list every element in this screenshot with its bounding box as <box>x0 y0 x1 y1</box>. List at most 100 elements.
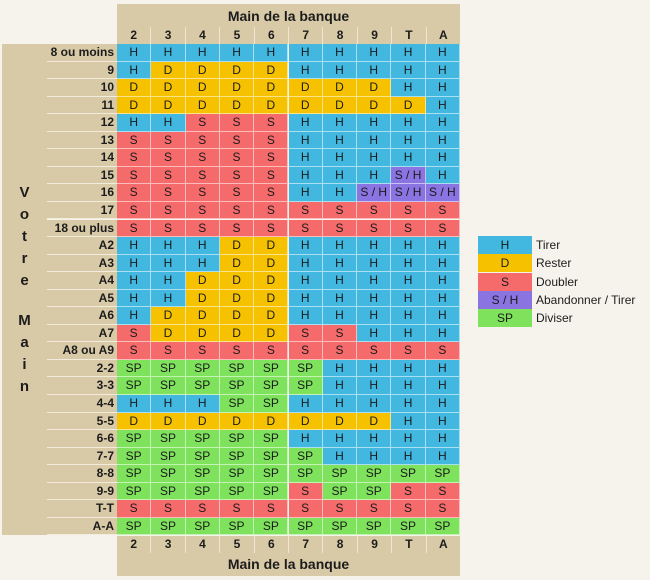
strategy-cell: H <box>288 237 323 255</box>
strategy-cell: D <box>185 61 220 80</box>
strategy-cell: H <box>288 114 323 132</box>
strategy-cell: SP <box>425 465 460 483</box>
dealer-card: 6 <box>255 27 290 44</box>
strategy-cell: S <box>185 500 220 518</box>
strategy-cell: SP <box>322 517 358 536</box>
strategy-cell: D <box>185 79 220 97</box>
strategy-cell: SP <box>254 465 289 483</box>
strategy-cell: S <box>219 114 255 132</box>
strategy-cell: S <box>219 184 255 202</box>
player-hand-label-cell: A-A <box>47 517 117 536</box>
strategy-cell: D <box>219 272 255 290</box>
strategy-cell: S <box>117 166 152 185</box>
strategy-cell: H <box>357 430 392 448</box>
strategy-cell: D <box>254 96 289 115</box>
strategy-cell: D <box>219 61 255 80</box>
strategy-cell: H <box>425 149 460 167</box>
strategy-cell: SP <box>151 465 186 483</box>
player-hand-label-cell: 6-6 <box>47 430 117 448</box>
strategy-cell: D <box>151 96 186 115</box>
strategy-cell: S <box>185 166 220 185</box>
strategy-cell: S <box>254 166 289 185</box>
player-hand-label-cell: 3-3 <box>47 377 117 395</box>
player-hand-label-cell: 10 <box>47 79 117 97</box>
strategy-cell: H <box>357 237 392 255</box>
strategy-cell: S <box>219 149 255 167</box>
dealer-card: 4 <box>186 536 221 553</box>
strategy-cell: H <box>357 131 392 150</box>
strategy-cell: H <box>322 166 358 185</box>
strategy-cell: D <box>254 272 289 290</box>
strategy-cell: D <box>185 272 220 290</box>
strategy-cell: D <box>219 307 255 325</box>
strategy-cell: H <box>357 254 392 273</box>
strategy-cell: SP <box>254 447 289 466</box>
strategy-cell: H <box>357 149 392 167</box>
strategy-cell: SP <box>151 482 186 501</box>
strategy-cell: H <box>425 377 460 395</box>
player-hand-label-cell: 8 ou moins <box>47 44 117 62</box>
strategy-cell: S <box>357 342 392 360</box>
side-label-letter: n <box>19 377 30 395</box>
strategy-cell: SP <box>357 465 392 483</box>
strategy-cell: SP <box>185 430 220 448</box>
strategy-cell: H <box>151 272 186 290</box>
player-hand-label-cell: T-T <box>47 500 117 518</box>
strategy-cell: D <box>185 96 220 115</box>
strategy-cell: H <box>288 44 323 62</box>
player-hand-label-cell: 11 <box>47 96 117 115</box>
strategy-cell: H <box>391 430 426 448</box>
strategy-cell: H <box>117 307 152 325</box>
dealer-card: 7 <box>289 27 324 44</box>
strategy-cell: D <box>219 289 255 308</box>
player-hand-label-cell: A5 <box>47 289 117 308</box>
strategy-cell: H <box>391 447 426 466</box>
strategy-cell: S <box>151 166 186 185</box>
strategy-cell: H <box>322 377 358 395</box>
strategy-cell: H <box>151 254 186 273</box>
strategy-cell: SP <box>322 465 358 483</box>
strategy-cell: S / H <box>425 184 460 202</box>
strategy-cell: S <box>322 219 358 238</box>
strategy-cell: S <box>254 149 289 167</box>
strategy-cell: H <box>391 289 426 308</box>
strategy-cell: D <box>219 96 255 115</box>
player-hand-label-cell: 13 <box>47 131 117 150</box>
side-label-letter: M <box>18 311 31 329</box>
strategy-cell: S <box>425 482 460 501</box>
strategy-cell: D <box>185 324 220 343</box>
strategy-cell: S <box>288 482 323 501</box>
strategy-cell: SP <box>117 377 152 395</box>
strategy-cell: H <box>425 96 460 115</box>
dealer-card: 5 <box>220 536 255 553</box>
strategy-cell: S <box>425 342 460 360</box>
strategy-cell: H <box>391 149 426 167</box>
player-hand-label-cell: 8-8 <box>47 465 117 483</box>
dealer-footer-title: Main de la banque <box>227 556 350 572</box>
dealer-card: 6 <box>255 536 290 553</box>
strategy-cell: H <box>288 131 323 150</box>
strategy-cell: D <box>322 412 358 431</box>
strategy-cell: S <box>288 324 323 343</box>
strategy-cell: D <box>254 79 289 97</box>
strategy-cell: S <box>391 219 426 238</box>
strategy-cell: SP <box>219 465 255 483</box>
strategy-cell: S <box>117 201 152 220</box>
dealer-card: T <box>392 27 427 44</box>
strategy-cell: H <box>425 44 460 62</box>
strategy-cell: S <box>254 201 289 220</box>
side-label-letter: V <box>19 183 30 201</box>
strategy-cell: SP <box>219 517 255 536</box>
strategy-cell: H <box>425 254 460 273</box>
strategy-cell: S <box>151 131 186 150</box>
strategy-cell: S <box>219 219 255 238</box>
side-label-letter: t <box>22 227 27 245</box>
strategy-cell: H <box>425 447 460 466</box>
strategy-cell: D <box>219 412 255 431</box>
strategy-cell: S <box>151 219 186 238</box>
strategy-cell: D <box>322 96 358 115</box>
dealer-card: 9 <box>358 27 393 44</box>
strategy-cell: S <box>219 166 255 185</box>
strategy-cell: SP <box>357 517 392 536</box>
